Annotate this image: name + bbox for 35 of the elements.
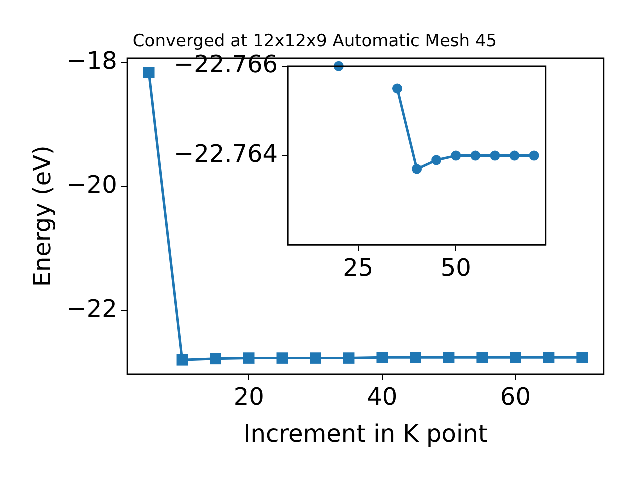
- chart-title: Converged at 12x12x9 Automatic Mesh 45: [132, 32, 498, 52]
- point: [576, 352, 588, 364]
- point: [470, 150, 481, 161]
- x-tick-label: 60: [500, 383, 531, 412]
- y-axis-title: Energy (eV): [28, 146, 57, 288]
- point: [490, 150, 500, 161]
- point: [443, 352, 455, 364]
- point: [510, 352, 522, 364]
- point: [451, 150, 462, 161]
- y-tick-label: −22.766: [174, 50, 278, 79]
- point: [176, 354, 188, 366]
- point: [529, 150, 540, 161]
- x-tick-label: 20: [234, 383, 264, 412]
- point: [210, 353, 222, 365]
- point: [410, 352, 422, 364]
- x-tick-label: 40: [367, 383, 398, 412]
- point: [392, 84, 403, 94]
- point: [343, 352, 355, 364]
- y-tick-label: −22.764: [174, 140, 278, 168]
- y-tick-label: −22: [66, 294, 118, 323]
- y-tick-label: −18: [66, 46, 118, 75]
- x-axis-title: Increment in K point: [244, 420, 488, 448]
- x-tick-label: 25: [343, 254, 374, 282]
- point: [310, 352, 322, 364]
- x-tick-label: 50: [440, 254, 472, 282]
- point: [432, 155, 442, 166]
- y-tick-label: −20: [66, 170, 118, 199]
- point: [276, 352, 288, 364]
- point: [143, 66, 155, 78]
- point: [243, 352, 255, 364]
- point: [376, 352, 388, 364]
- point: [476, 352, 488, 364]
- point: [510, 150, 520, 161]
- point: [412, 164, 422, 174]
- point: [543, 352, 555, 364]
